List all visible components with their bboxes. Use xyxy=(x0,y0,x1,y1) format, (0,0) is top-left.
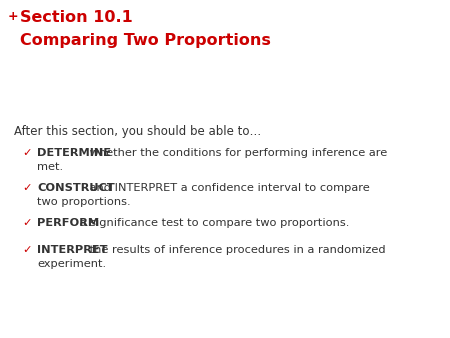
Text: and INTERPRET a confidence interval to compare: and INTERPRET a confidence interval to c… xyxy=(86,183,370,193)
Text: After this section, you should be able to…: After this section, you should be able t… xyxy=(14,125,261,138)
Text: met.: met. xyxy=(37,162,63,172)
Text: INTERPRET: INTERPRET xyxy=(37,245,108,255)
Text: whether the conditions for performing inference are: whether the conditions for performing in… xyxy=(86,148,388,158)
Text: ✓: ✓ xyxy=(22,183,32,193)
Text: +: + xyxy=(8,10,18,23)
Text: Comparing Two Proportions: Comparing Two Proportions xyxy=(20,33,271,48)
Text: Section 10.1: Section 10.1 xyxy=(20,10,133,25)
Text: ✓: ✓ xyxy=(22,245,32,255)
Text: CONSTRUCT: CONSTRUCT xyxy=(37,183,115,193)
Text: ✓: ✓ xyxy=(22,218,32,228)
Text: DETERMINE: DETERMINE xyxy=(37,148,111,158)
Text: experiment.: experiment. xyxy=(37,259,106,269)
Text: the results of inference procedures in a randomized: the results of inference procedures in a… xyxy=(86,245,386,255)
Text: a significance test to compare two proportions.: a significance test to compare two propo… xyxy=(76,218,349,228)
Text: two proportions.: two proportions. xyxy=(37,197,130,207)
Text: Learning Objectives: Learning Objectives xyxy=(18,102,151,116)
Text: PERFORM: PERFORM xyxy=(37,218,99,228)
Text: ✓: ✓ xyxy=(22,148,32,158)
